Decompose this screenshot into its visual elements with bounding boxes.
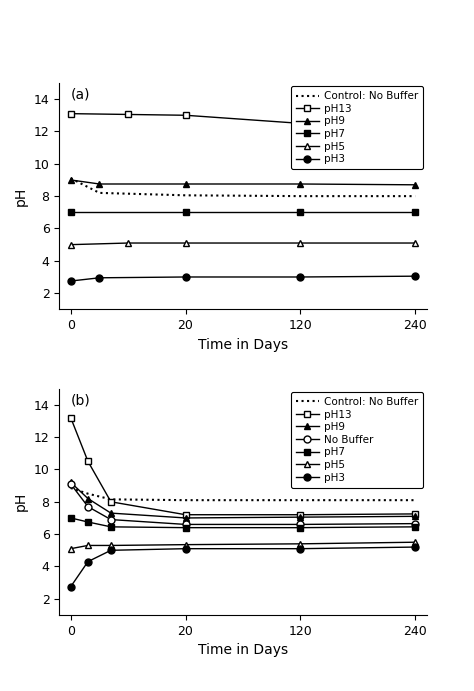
pH5: [412, 239, 418, 247]
Line: pH7: pH7: [67, 515, 419, 531]
pH9: [85, 494, 91, 502]
Control: No Buffer: (0, 8.85): No Buffer: (0, 8.85): [68, 484, 73, 492]
pH3: [298, 273, 303, 281]
Line: No Buffer: No Buffer: [67, 480, 419, 528]
Control: No Buffer: (0.25, 8.2): No Buffer: (0.25, 8.2): [97, 189, 102, 197]
No Buffer: [182, 520, 188, 529]
pH5: [182, 540, 188, 549]
pH9: [298, 180, 303, 188]
Text: (a): (a): [70, 88, 90, 102]
pH7: [182, 524, 188, 532]
Control: No Buffer: (2, 8.1): No Buffer: (2, 8.1): [298, 496, 303, 504]
Text: (b): (b): [70, 393, 90, 407]
pH9: [97, 180, 102, 188]
pH3: [182, 545, 188, 553]
pH9: [298, 513, 303, 521]
pH3: [182, 273, 188, 281]
pH9: [412, 512, 418, 520]
pH13: [412, 510, 418, 518]
pH5: [68, 240, 73, 249]
pH3: [412, 272, 418, 281]
pH13: [68, 109, 73, 117]
pH13: [108, 498, 114, 506]
pH7: [412, 208, 418, 216]
pH3: [298, 545, 303, 553]
pH7: [68, 208, 73, 216]
Control: No Buffer: (3, 8.1): No Buffer: (3, 8.1): [412, 496, 418, 504]
No Buffer: [412, 520, 418, 528]
Control: No Buffer: (3, 8): No Buffer: (3, 8): [412, 192, 418, 200]
pH13: [125, 111, 131, 119]
pH5: [108, 541, 114, 549]
Line: Control: No Buffer: Control: No Buffer: [71, 488, 415, 500]
pH7: [85, 518, 91, 526]
pH3: [108, 546, 114, 554]
No Buffer: [108, 515, 114, 524]
Legend: Control: No Buffer, pH13, pH9, pH7, pH5, pH3: Control: No Buffer, pH13, pH9, pH7, pH5,…: [291, 86, 423, 169]
Control: No Buffer: (1, 8.1): No Buffer: (1, 8.1): [182, 496, 188, 504]
pH13: [85, 457, 91, 466]
pH7: [108, 522, 114, 531]
Line: pH9: pH9: [67, 479, 419, 522]
pH7: [412, 522, 418, 531]
pH9: [182, 514, 188, 522]
pH5: [85, 541, 91, 549]
Line: Control: No Buffer: Control: No Buffer: [71, 178, 415, 196]
pH7: [298, 208, 303, 216]
No Buffer: [298, 520, 303, 529]
pH13: [298, 511, 303, 519]
X-axis label: Time in Days: Time in Days: [198, 643, 288, 657]
pH3: [97, 274, 102, 282]
pH3: [85, 558, 91, 566]
pH3: [68, 277, 73, 285]
pH5: [412, 538, 418, 547]
X-axis label: Time in Days: Time in Days: [198, 338, 288, 352]
Line: pH9: pH9: [67, 176, 419, 188]
pH5: [182, 239, 188, 247]
Control: No Buffer: (0.15, 8.5): No Buffer: (0.15, 8.5): [85, 489, 91, 498]
pH9: [108, 509, 114, 518]
pH7: [68, 514, 73, 522]
pH5: [298, 239, 303, 247]
pH5: [68, 545, 73, 553]
Control: No Buffer: (1, 8.05): No Buffer: (1, 8.05): [182, 191, 188, 200]
No Buffer: [68, 480, 73, 488]
Line: pH7: pH7: [67, 209, 419, 216]
pH7: [182, 208, 188, 216]
pH9: [182, 180, 188, 188]
pH3: [68, 583, 73, 591]
Line: pH3: pH3: [67, 273, 419, 285]
Line: pH5: pH5: [67, 240, 419, 248]
pH13: [298, 120, 303, 128]
pH9: [412, 180, 418, 189]
pH13: [412, 120, 418, 128]
Y-axis label: pH: pH: [14, 187, 28, 206]
Legend: Control: No Buffer, pH13, pH9, No Buffer, pH7, pH5, pH3: Control: No Buffer, pH13, pH9, No Buffer…: [291, 392, 423, 488]
pH13: [182, 511, 188, 519]
Line: pH5: pH5: [67, 539, 419, 552]
Control: No Buffer: (2, 8): No Buffer: (2, 8): [298, 192, 303, 200]
Line: pH3: pH3: [67, 544, 419, 590]
pH9: [68, 176, 73, 184]
Control: No Buffer: (0.35, 8.15): No Buffer: (0.35, 8.15): [108, 495, 114, 504]
Line: pH13: pH13: [67, 414, 419, 518]
pH3: [412, 543, 418, 551]
pH9: [68, 478, 73, 486]
No Buffer: [85, 502, 91, 511]
pH5: [298, 540, 303, 548]
pH7: [298, 524, 303, 532]
Control: No Buffer: (0, 9.1): No Buffer: (0, 9.1): [68, 174, 73, 182]
pH5: [125, 239, 131, 247]
pH13: [182, 111, 188, 120]
Y-axis label: pH: pH: [14, 492, 28, 511]
Line: pH13: pH13: [67, 110, 419, 127]
pH13: [68, 413, 73, 422]
